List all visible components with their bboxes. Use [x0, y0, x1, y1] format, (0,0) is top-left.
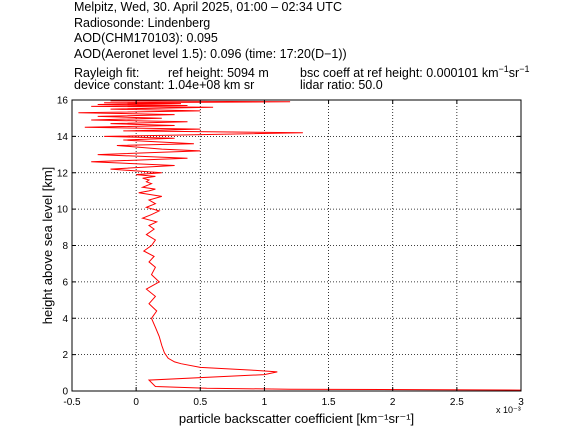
y-tick-label: 14 — [57, 132, 69, 143]
grid-lines — [72, 100, 521, 391]
ref-height-text: ref height: 5094 m — [168, 66, 269, 81]
x-ticks: -0.5 0 0.5 1 1.5 2 2.5 3 — [63, 100, 524, 408]
header-line-site-time: Melpitz, Wed, 30. April 2025, 01:00 – 02… — [74, 0, 342, 14]
x-tick-label: 1.5 — [322, 397, 336, 408]
y-tick-label: 4 — [62, 314, 68, 325]
profile-line — [78, 99, 522, 391]
y-ticks: 0 2 4 6 8 10 12 14 16 — [57, 96, 521, 398]
y-tick-label: 8 — [62, 241, 68, 252]
y-tick-label: 10 — [57, 205, 69, 216]
x-multiplier-label: x 10⁻³ — [496, 405, 521, 415]
y-axis-label: height above sea level [km] — [40, 167, 55, 325]
lidar-ratio-text: lidar ratio: 50.0 — [300, 77, 383, 92]
bsc-coeff-value: bsc coeff at ref height: 0.000101 km — [300, 66, 499, 81]
x-tick-label: 0 — [133, 397, 139, 408]
x-tick-label: -0.5 — [63, 397, 81, 408]
header-line-rayleigh: Rayleigh fit: ref height: 5094 m bsc coeff… — [74, 62, 529, 80]
backscatter-profile — [78, 99, 522, 391]
x-tick-label: 0.5 — [193, 397, 207, 408]
device-constant-text: device constant: 1.04e+08 km sr — [74, 77, 255, 92]
x-tick-label: 3 — [518, 397, 524, 408]
rayleigh-label: Rayleigh fit: — [74, 66, 140, 81]
header-line-device: device constant: 1.04e+08 km sr lidar rat… — [74, 78, 529, 94]
y-tick-label: 12 — [57, 168, 69, 179]
header-line-aod-aeronet: AOD(Aeronet level 1.5): 0.096 (time: 17:… — [74, 46, 347, 61]
header-line-radiosonde: Radiosonde: Lindenberg — [74, 15, 211, 30]
y-tick-label: 16 — [57, 96, 69, 107]
y-tick-label: 0 — [62, 387, 68, 398]
bsc-coeff-text: bsc coeff at ref height: 0.000101 km−1sr… — [300, 64, 530, 81]
x-tick-label: 2 — [390, 397, 396, 408]
chart-header: Melpitz, Wed, 30. April 2025, 01:00 – 02… — [74, 0, 529, 93]
header-line-aod-chm: AOD(CHM170103): 0.095 — [74, 31, 218, 45]
y-tick-label: 2 — [62, 350, 68, 361]
x-tick-label: 1 — [262, 397, 268, 408]
y-tick-label: 6 — [62, 277, 68, 288]
x-tick-label: 2.5 — [450, 397, 464, 408]
x-axis-label: particle backscatter coefficient [km⁻¹sr… — [179, 411, 414, 426]
